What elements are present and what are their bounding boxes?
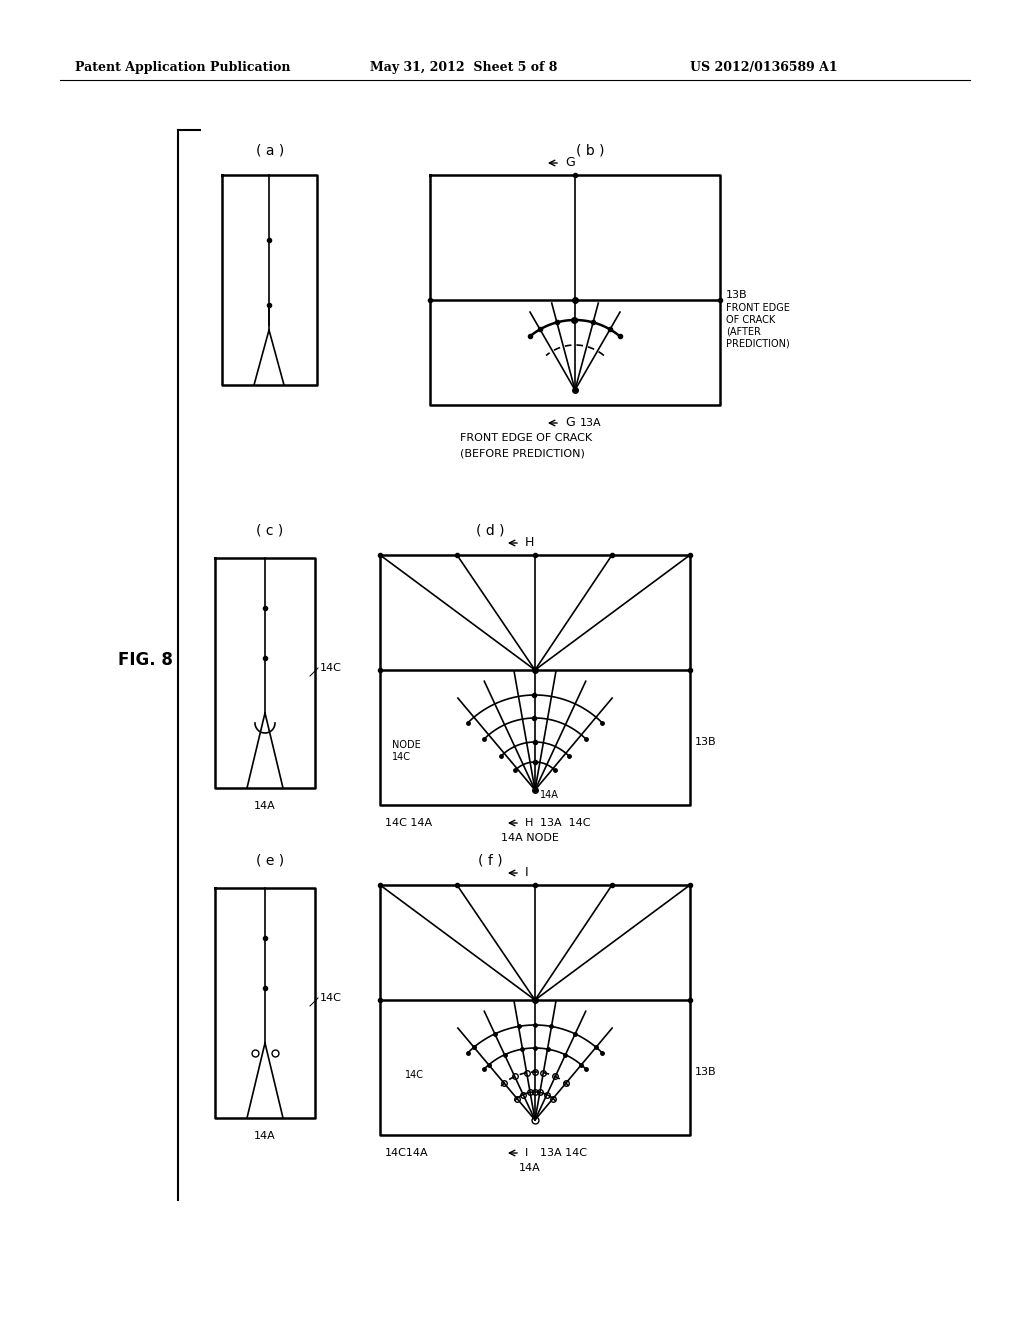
Text: H: H — [525, 818, 534, 828]
Text: 14A: 14A — [254, 1131, 275, 1140]
Text: OF CRACK: OF CRACK — [726, 315, 775, 325]
Text: Patent Application Publication: Patent Application Publication — [75, 62, 291, 74]
Text: May 31, 2012  Sheet 5 of 8: May 31, 2012 Sheet 5 of 8 — [370, 62, 557, 74]
Text: PREDICTION): PREDICTION) — [726, 339, 790, 348]
Text: G: G — [565, 417, 574, 429]
Text: 13A: 13A — [580, 418, 602, 428]
Text: ( a ): ( a ) — [256, 143, 284, 157]
Text: FRONT EDGE OF CRACK: FRONT EDGE OF CRACK — [460, 433, 592, 444]
Text: FIG. 8: FIG. 8 — [118, 651, 173, 669]
Text: I: I — [525, 866, 528, 879]
Text: ( e ): ( e ) — [256, 853, 284, 867]
Text: I: I — [525, 1148, 528, 1158]
Text: ( b ): ( b ) — [575, 143, 604, 157]
Text: NODE: NODE — [392, 741, 421, 750]
Text: ( c ): ( c ) — [256, 523, 284, 537]
Text: 13B: 13B — [726, 290, 748, 300]
Text: US 2012/0136589 A1: US 2012/0136589 A1 — [690, 62, 838, 74]
Text: 14A: 14A — [254, 801, 275, 810]
Text: ( f ): ( f ) — [477, 853, 503, 867]
Text: G: G — [565, 157, 574, 169]
Text: H: H — [525, 536, 535, 549]
Text: 13B: 13B — [695, 737, 717, 747]
Text: 14C: 14C — [319, 663, 342, 673]
Text: 14C: 14C — [319, 993, 342, 1003]
Text: 14C: 14C — [392, 752, 411, 762]
Text: 14C: 14C — [406, 1071, 424, 1080]
Text: 14A: 14A — [519, 1163, 541, 1173]
Text: ( d ): ( d ) — [476, 523, 504, 537]
Text: 14A: 14A — [540, 789, 559, 800]
Text: 13B: 13B — [695, 1067, 717, 1077]
Text: 13A 14C: 13A 14C — [540, 1148, 587, 1158]
Text: 13A  14C: 13A 14C — [540, 818, 591, 828]
Text: 14C 14A: 14C 14A — [385, 818, 432, 828]
Text: 14C14A: 14C14A — [385, 1148, 429, 1158]
Text: (AFTER: (AFTER — [726, 327, 761, 337]
Text: 14A NODE: 14A NODE — [501, 833, 559, 843]
Text: FRONT EDGE: FRONT EDGE — [726, 304, 790, 313]
Text: (BEFORE PREDICTION): (BEFORE PREDICTION) — [460, 447, 585, 458]
